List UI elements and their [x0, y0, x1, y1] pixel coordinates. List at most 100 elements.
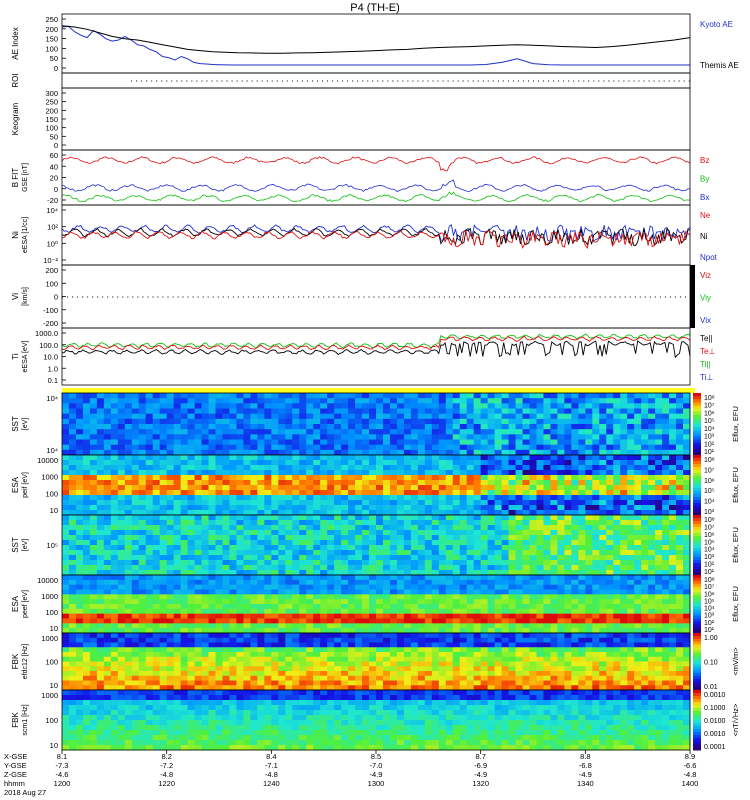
heatmap-cell	[669, 490, 677, 496]
heatmap-cell	[292, 439, 300, 446]
heatmap-cell	[606, 608, 614, 615]
heatmap-cell	[96, 560, 105, 566]
heatmap-cell	[613, 398, 621, 404]
panel-ylabel-7: SST [eV]	[11, 416, 29, 432]
heatmap-cell	[613, 550, 621, 556]
heatmap-cell	[278, 408, 286, 415]
legend-entry: Vix	[700, 316, 711, 325]
heatmap-cell	[110, 490, 119, 496]
roi-dot	[332, 80, 334, 82]
heatmap-cell	[515, 613, 524, 619]
heatmap-cell	[152, 418, 161, 425]
heatmap-cell	[431, 575, 440, 581]
heatmap-cell	[571, 500, 579, 506]
heatmap-cell	[662, 490, 670, 496]
heatmap-cell	[327, 434, 335, 440]
heatmap-cell	[620, 540, 628, 546]
heatmap-cell	[585, 594, 593, 600]
heatmap-cell	[424, 613, 433, 619]
heatmap-cell	[89, 439, 98, 446]
heatmap-cell	[571, 449, 579, 456]
heatmap-cell	[292, 584, 300, 590]
heatmap-cell	[676, 618, 684, 624]
heatmap-cell	[180, 618, 189, 624]
ytick-label: 60	[50, 151, 58, 160]
heatmap-cell	[278, 495, 286, 501]
heatmap-cell	[662, 535, 670, 541]
heatmap-cell	[62, 455, 70, 461]
heatmap-cell	[417, 429, 426, 435]
heatmap-cell	[585, 618, 593, 624]
heatmap-cell	[334, 599, 342, 605]
heatmap-cell	[508, 434, 517, 440]
heatmap-cell	[201, 449, 210, 456]
roi-dot	[633, 80, 635, 82]
heatmap-cell	[271, 584, 279, 590]
heatmap-cell	[166, 618, 175, 624]
heatmap-cell	[494, 584, 503, 590]
heatmap-cell	[606, 628, 614, 634]
heatmap-cell	[648, 570, 656, 576]
heatmap-cell	[306, 618, 314, 624]
heatmap-cell	[215, 565, 223, 571]
heatmap-cell	[257, 465, 265, 471]
heatmap-cell	[292, 444, 300, 451]
heatmap-cell	[557, 398, 565, 404]
heatmap-cell	[75, 618, 84, 624]
heatmap-cell	[243, 418, 251, 425]
heatmap-cell	[166, 594, 175, 600]
heatmap-cell	[382, 439, 391, 446]
heatmap-cell	[564, 485, 572, 491]
heatmap-cell	[68, 475, 77, 481]
heatmap-cell	[96, 475, 105, 481]
heatmap-cell	[159, 560, 168, 566]
heatmap-cell	[229, 408, 237, 415]
heatmap-cell	[543, 495, 551, 501]
heatmap-cell	[662, 545, 670, 551]
heatmap-cell	[382, 465, 391, 471]
heatmap-cell	[96, 565, 105, 571]
ytick-label: 40	[50, 162, 58, 171]
heatmap-cell	[208, 398, 217, 404]
heatmap-cell	[68, 439, 77, 446]
heatmap-cell	[473, 393, 482, 399]
heatmap-cell	[480, 495, 489, 501]
density-line	[61, 230, 691, 249]
heatmap-cell	[564, 525, 572, 531]
heatmap-cell	[648, 470, 656, 476]
heatmap-cell	[89, 656, 98, 662]
heatmap-cell	[676, 424, 684, 430]
heatmap-cell	[445, 444, 454, 451]
heatmap-cell	[536, 584, 544, 590]
heatmap-cell	[82, 449, 91, 456]
heatmap-cell	[369, 584, 377, 590]
heatmap-cell	[145, 599, 154, 605]
heatmap-cell	[438, 505, 447, 511]
heatmap-cell	[334, 403, 342, 409]
heatmap-cell	[334, 398, 342, 404]
temperature-line	[61, 340, 691, 359]
heatmap-cell	[124, 570, 133, 576]
heatmap-cell	[438, 555, 447, 561]
heatmap-cell	[201, 550, 210, 556]
heatmap-cell	[676, 628, 684, 634]
heatmap-cell	[459, 530, 468, 536]
heatmap-cell	[543, 550, 551, 556]
heatmap-cell	[215, 535, 223, 541]
heatmap-cell	[529, 599, 537, 605]
heatmap-cell	[466, 475, 475, 481]
heatmap-cell	[292, 490, 300, 496]
heatmap-cell	[75, 560, 84, 566]
heatmap-cell	[348, 505, 356, 511]
heatmap-cell	[459, 480, 468, 486]
heatmap-cell	[550, 515, 558, 521]
heatmap-cell	[215, 570, 223, 576]
heatmap-cell	[362, 555, 370, 561]
colorbar-swatch	[693, 479, 701, 483]
heatmap-cell	[669, 545, 677, 551]
heatmap-cell	[159, 535, 168, 541]
heatmap-cell	[278, 398, 286, 404]
heatmap-cell	[557, 393, 565, 399]
heatmap-cell	[180, 449, 189, 456]
